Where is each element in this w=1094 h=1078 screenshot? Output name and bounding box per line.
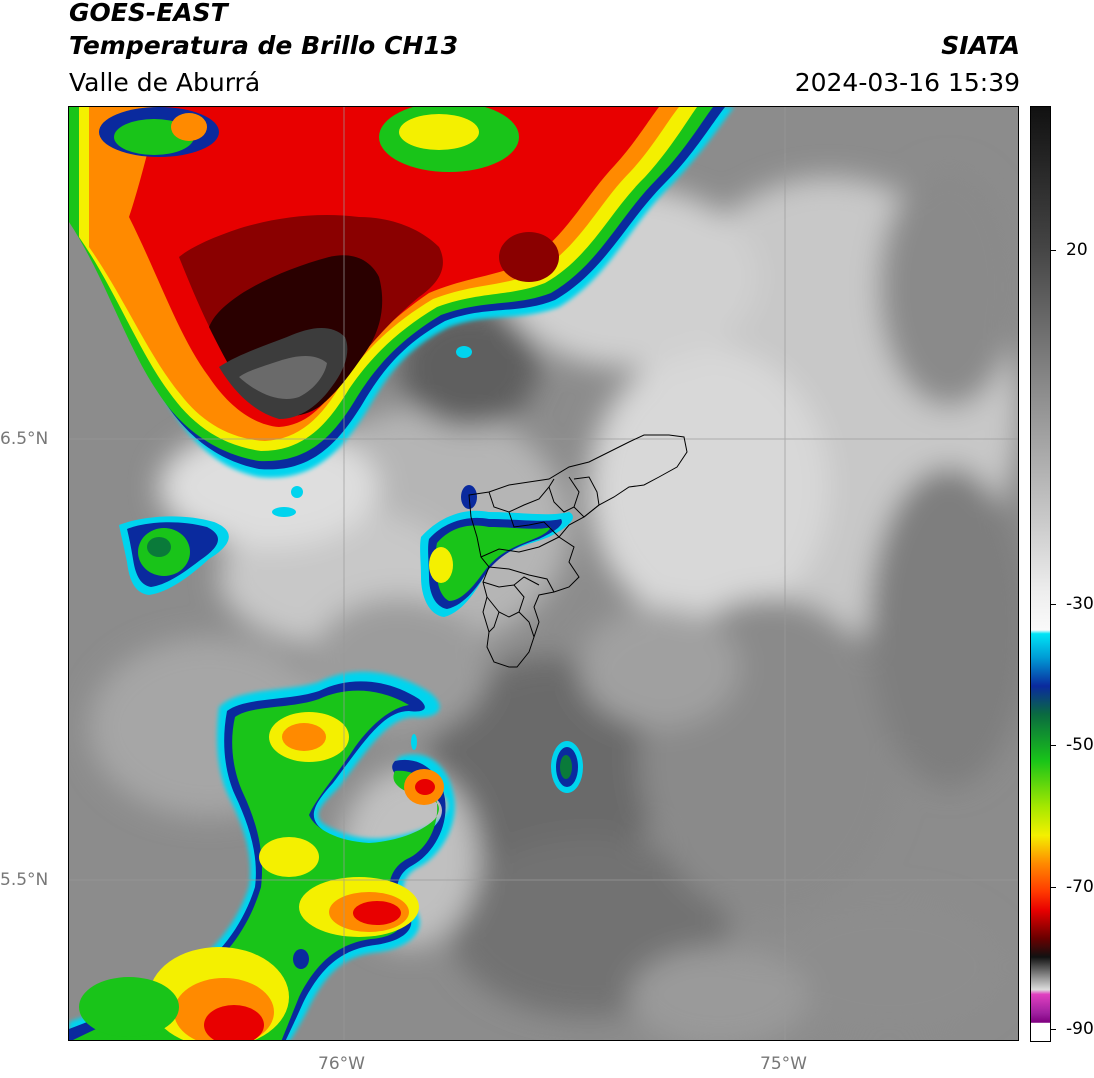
colorbar <box>1030 106 1051 1042</box>
lat-label-6-5: 6.5°N <box>0 429 49 449</box>
satellite-map <box>68 106 1019 1041</box>
colorbar-label-20: 20 <box>1066 240 1088 260</box>
colorbar-tick <box>1051 1029 1056 1030</box>
convective-cloud-south <box>69 671 455 1040</box>
colorbar-tick <box>1051 250 1056 251</box>
product-title: Temperatura de Brillo CH13 <box>69 31 459 60</box>
colorbar-label-minus90: -90 <box>1066 1019 1094 1039</box>
lon-label-75w: 75°W <box>760 1054 807 1074</box>
source-label: SIATA <box>941 31 1020 60</box>
convective-cloud-central <box>272 485 573 617</box>
colorbar-tick <box>1051 745 1056 746</box>
convective-cloud-small <box>411 734 583 793</box>
colorbar-tick <box>1051 887 1056 888</box>
satellite-title: GOES-EAST <box>69 0 228 27</box>
map-canvas <box>69 107 1018 1040</box>
region-subtitle: Valle de Aburrá <box>69 68 261 97</box>
lon-label-76w: 76°W <box>318 1054 365 1074</box>
gridlines <box>69 107 1018 1040</box>
lat-label-5-5: 5.5°N <box>0 870 49 890</box>
municipal-boundaries <box>468 434 688 668</box>
colorbar-gradient <box>1031 107 1050 1041</box>
colorbar-label-minus30: -30 <box>1066 594 1094 614</box>
colorbar-label-minus50: -50 <box>1066 735 1094 755</box>
colorbar-label-minus70: -70 <box>1066 877 1094 897</box>
colorbar-tick <box>1051 604 1056 605</box>
convective-cloud-north <box>69 107 734 478</box>
convective-cloud-west <box>119 516 229 595</box>
datetime-label: 2024-03-16 15:39 <box>794 68 1020 97</box>
